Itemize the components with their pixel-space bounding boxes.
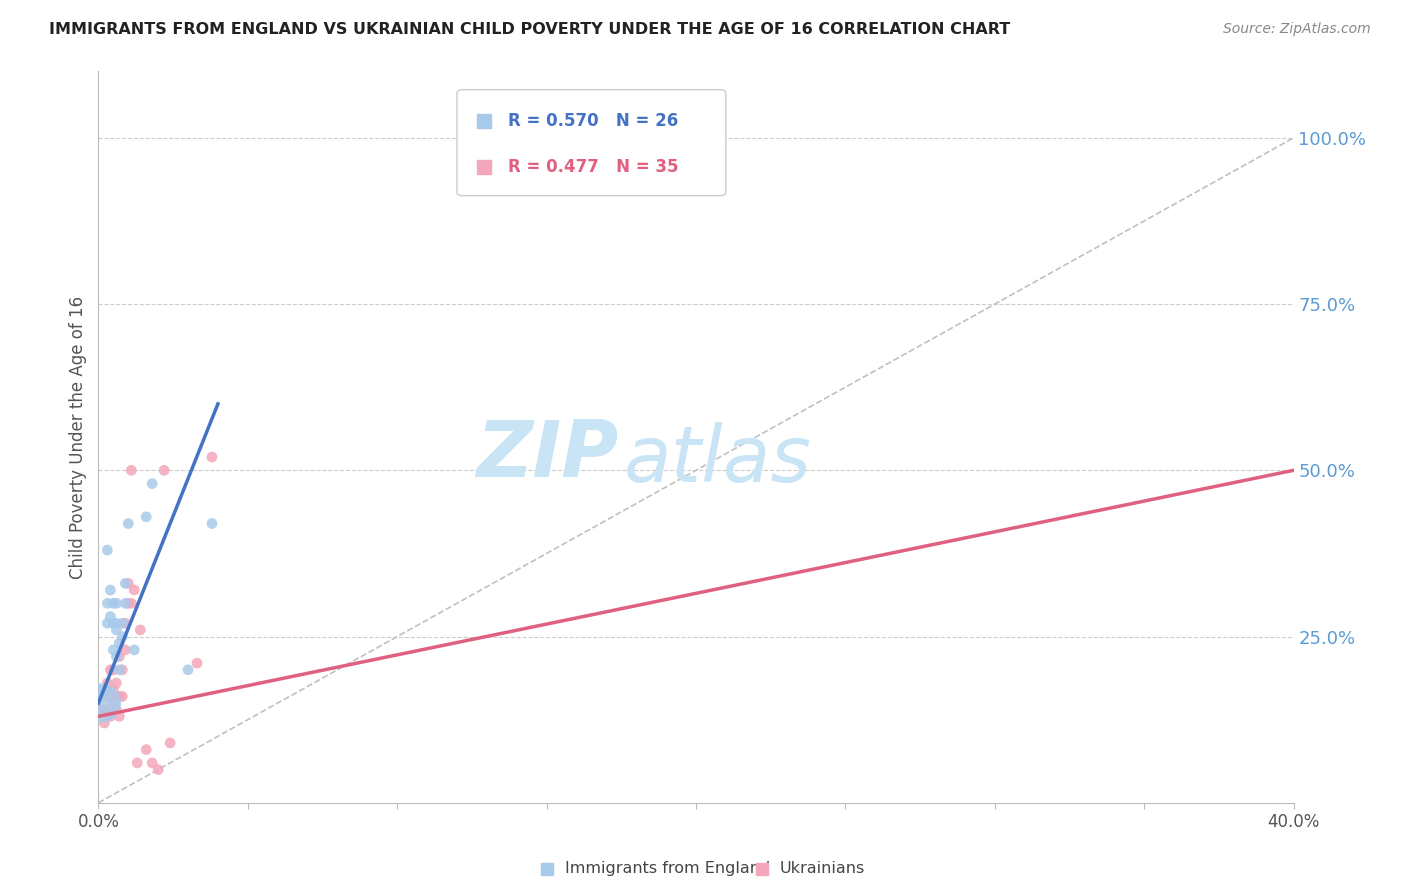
Point [1052,218,1074,232]
Point [98,690,122,704]
Point [177,663,200,677]
Point [135,509,157,524]
Point [108,690,131,704]
Point [114,596,136,610]
Point [105,616,128,631]
Point [98,709,122,723]
Point [105,649,128,664]
Point [120,596,142,610]
Point [105,676,128,690]
Point [129,623,152,637]
Text: R = 0.477   N = 35: R = 0.477 N = 35 [509,159,679,177]
Point [108,649,131,664]
FancyBboxPatch shape [457,90,725,195]
Point [105,596,128,610]
Point [90,703,112,717]
Point [117,576,139,591]
Point [114,643,136,657]
Point [124,643,146,657]
Point [103,682,125,697]
Point [114,576,136,591]
Point [96,676,118,690]
Point [103,696,125,710]
Text: Ukrainians: Ukrainians [779,861,865,876]
Point [117,596,139,610]
Text: R = 0.570   N = 26: R = 0.570 N = 26 [509,112,679,130]
Point [186,656,208,670]
Point [96,543,118,558]
Point [141,476,163,491]
Point [111,690,134,704]
Point [103,616,125,631]
Point [98,582,122,597]
Point [153,463,176,477]
Point [98,609,122,624]
Point [103,596,125,610]
Point [105,623,128,637]
Point [201,450,224,464]
Point [105,703,128,717]
Point [98,663,122,677]
Point [103,663,125,677]
Text: atlas: atlas [624,423,813,499]
Point [96,703,118,717]
Point [111,616,134,631]
Point [96,616,118,631]
Text: ZIP: ZIP [477,417,619,493]
Point [108,709,131,723]
Point [201,516,224,531]
Point [111,663,134,677]
Point [103,643,125,657]
Point [96,596,118,610]
Point [114,616,136,631]
Point [108,636,131,650]
Point [105,690,128,704]
Point [108,663,131,677]
Point [148,763,170,777]
Point [90,696,112,710]
Point [93,716,115,731]
Point [1208,855,1230,870]
Text: Source: ZipAtlas.com: Source: ZipAtlas.com [1223,22,1371,37]
Point [135,742,157,756]
Point [127,756,149,770]
Point [93,690,115,704]
Text: IMMIGRANTS FROM ENGLAND VS UKRAINIAN CHILD POVERTY UNDER THE AGE OF 16 CORRELATI: IMMIGRANTS FROM ENGLAND VS UKRAINIAN CHI… [49,22,1011,37]
Point [93,682,115,697]
Point [141,756,163,770]
Y-axis label: Child Poverty Under the Age of 16: Child Poverty Under the Age of 16 [69,295,87,579]
Point [117,516,139,531]
Point [120,463,142,477]
Point [159,736,181,750]
Point [1052,176,1074,190]
Point [124,582,146,597]
Point [111,630,134,644]
Text: Immigrants from England: Immigrants from England [565,861,769,876]
